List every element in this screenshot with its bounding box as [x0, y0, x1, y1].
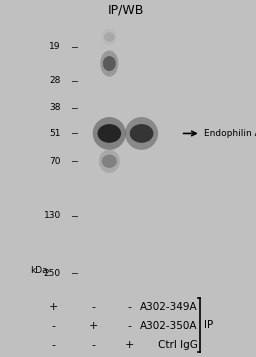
Ellipse shape [125, 117, 158, 150]
Ellipse shape [99, 150, 120, 173]
Ellipse shape [102, 29, 117, 45]
Text: 70: 70 [49, 157, 61, 166]
Text: -: - [92, 302, 96, 312]
Text: +: + [49, 302, 59, 312]
Ellipse shape [103, 56, 116, 71]
Text: +: + [125, 341, 134, 351]
Ellipse shape [102, 155, 117, 168]
Text: 250: 250 [44, 268, 61, 277]
Text: IP/WB: IP/WB [107, 4, 144, 17]
Text: -: - [52, 321, 56, 331]
Text: A302-349A: A302-349A [140, 302, 198, 312]
Text: +: + [89, 321, 99, 331]
Ellipse shape [98, 124, 121, 143]
Text: A302-350A: A302-350A [140, 321, 198, 331]
Text: kDa: kDa [31, 266, 48, 275]
Text: 130: 130 [44, 211, 61, 220]
Ellipse shape [100, 50, 118, 77]
Ellipse shape [130, 124, 153, 143]
Text: 38: 38 [49, 103, 61, 112]
Text: -: - [52, 341, 56, 351]
Text: -: - [128, 321, 132, 331]
Text: 19: 19 [49, 42, 61, 51]
Text: Ctrl IgG: Ctrl IgG [158, 341, 198, 351]
Ellipse shape [93, 117, 126, 150]
Text: IP: IP [204, 320, 213, 330]
Ellipse shape [104, 32, 115, 42]
Text: Endophilin A2: Endophilin A2 [204, 129, 256, 138]
Text: -: - [128, 302, 132, 312]
Text: -: - [92, 341, 96, 351]
Text: 51: 51 [49, 129, 61, 138]
Text: 28: 28 [50, 76, 61, 85]
